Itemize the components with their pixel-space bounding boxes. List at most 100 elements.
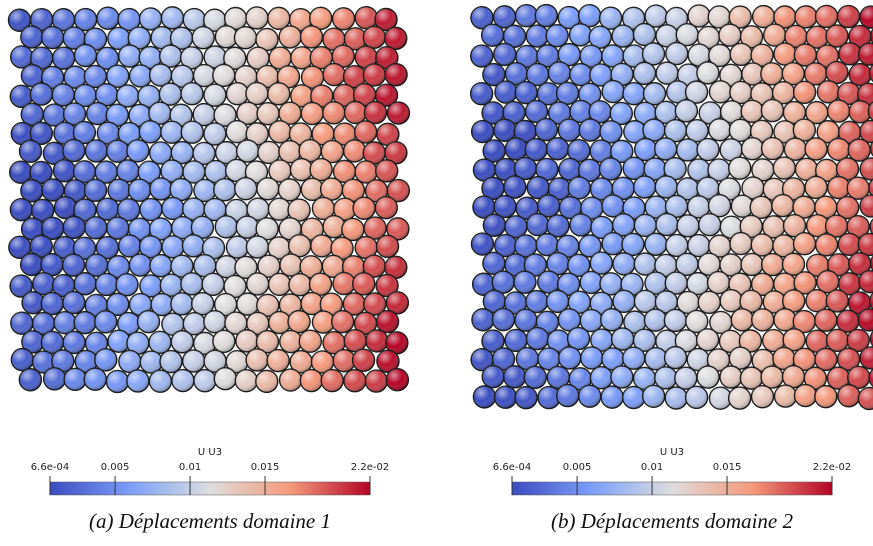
particle-shading [288,273,311,296]
particle-shading [656,62,679,85]
particle-shading [580,309,603,332]
particle-shading [160,121,183,144]
particle-shading [471,308,494,331]
particle-shading [19,140,42,163]
particle-shading [870,256,873,271]
particle-shading [96,236,119,259]
particle-shading [279,102,302,125]
particle-shading [622,7,645,30]
particle-shading [126,332,149,355]
particle-shading [644,233,667,256]
particle-shading [245,6,268,29]
particle-shading [355,6,378,29]
particle-shading [848,139,871,162]
particle-shading [645,5,668,28]
particle-shading [344,27,367,50]
particle-shading [546,290,569,313]
particle-shading [472,273,495,296]
particle-shading [387,102,410,125]
particle-shading [149,217,172,240]
particle-shading [41,178,64,201]
particle-shading [826,24,849,47]
particle-shading [514,309,537,332]
particle-shading [868,179,873,197]
particle-shading [634,102,657,125]
particle-shading [827,176,850,199]
particle-shading [858,43,873,66]
particle-shading [288,234,311,257]
particle-shading [752,5,775,28]
particle-shading [634,290,657,313]
particle-shading [492,348,515,371]
particle-shading [128,27,151,50]
particle-shading [149,141,172,164]
particle-shading [601,386,624,409]
particle-shading [537,82,560,105]
particle-shading [558,158,581,181]
particle-shading [858,270,873,293]
colorbar-tick-label: 0.005 [101,462,130,473]
particle-shading [804,62,827,85]
particle-shading [20,25,43,48]
colorbar-tick-label: 6.6e-04 [493,462,531,473]
particle-shading [235,369,258,392]
particle-shading [289,122,312,145]
particle-shading [664,157,687,180]
particle-shading [149,370,172,393]
particle-shading [236,216,259,239]
particle-shading [740,290,763,313]
particle-shading [180,46,203,69]
particle-shading [129,293,152,316]
particle-shading [665,42,688,65]
particle-shading [622,386,645,409]
particle-shading [386,217,409,240]
particle-shading [84,179,107,202]
particle-shading [170,292,193,315]
particle-shading [203,310,226,333]
particle-shading [331,310,354,333]
particle-shading [482,101,505,124]
particle-shading [74,311,97,334]
particle-shading [505,137,528,160]
particle-shading [687,195,710,218]
particle-shading [814,309,837,332]
particle-shading [665,7,688,30]
particle-shading [516,197,539,220]
particle-shading [183,8,206,31]
particle-shading [675,329,698,352]
particle-shading [74,84,97,107]
particle-shading [10,312,33,335]
particle-shading [870,141,873,156]
particle-shading [140,351,163,374]
particle-shading [761,137,784,160]
particle-shading [481,330,504,353]
particle-shading [610,102,633,125]
particle-shading [728,387,751,410]
particle-shading [161,313,184,336]
particle-shading [149,331,172,354]
particle-shading [203,122,226,145]
particle-shading [363,142,386,165]
particle-shading [602,232,625,255]
particle-shading [343,65,366,88]
particle-shading [536,233,559,256]
particle-shading [782,253,805,276]
particle-shading [213,178,236,201]
particle-shading [161,159,184,182]
particle-shading [74,272,97,295]
particle-shading [782,289,805,312]
particle-shading [685,310,708,333]
particle-shading [633,23,656,46]
particle-shading [215,215,238,238]
particle-shading [794,5,817,28]
particle-shading [333,198,356,221]
particle-shading [161,6,184,29]
particle-shading [773,43,796,66]
particle-shading [687,348,710,371]
particle-shading [343,292,366,315]
colorbar-tick-label: 0.01 [179,462,201,473]
particle-shading [613,290,636,313]
particle-shading [323,215,346,238]
particle-shading [611,63,634,86]
particle-shading [63,27,86,50]
